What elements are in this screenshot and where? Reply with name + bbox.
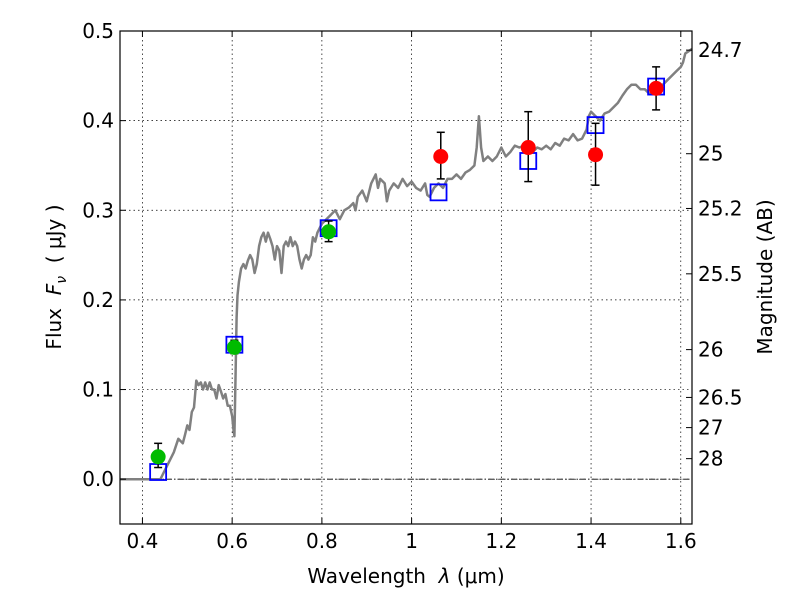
x-tick-label: 1.2 bbox=[485, 529, 517, 553]
y-tick-label: 0.0 bbox=[82, 467, 114, 491]
y2-tick-label: 25.2 bbox=[698, 196, 743, 220]
y2-axis-label: Magnitude (AB) bbox=[753, 199, 777, 354]
series-layer bbox=[120, 47, 693, 481]
ticks-layer bbox=[120, 30, 692, 524]
y2-tick-label: 25 bbox=[698, 142, 723, 166]
x-tick-label: 1.6 bbox=[665, 529, 697, 553]
red-data-point bbox=[648, 80, 664, 96]
y2-tick-label: 25.5 bbox=[698, 262, 743, 286]
x-tick-label: 0.4 bbox=[127, 529, 159, 553]
green-data-point bbox=[150, 449, 166, 465]
x-tick-label: 1.4 bbox=[575, 529, 607, 553]
red-data-point bbox=[588, 147, 604, 163]
y-tick-label: 0.1 bbox=[82, 378, 114, 402]
plot-frame bbox=[119, 30, 693, 525]
y-tick-label: 0.2 bbox=[82, 288, 114, 312]
y-axis-label: Flux Fν ( μJy ) bbox=[42, 204, 70, 349]
green-data-point bbox=[226, 339, 242, 355]
green-data-point bbox=[321, 224, 337, 240]
tick-labels-layer: 0.4 0.6 0.8 1 1.2 1.4 1.6 0.0 0.1 0.2 0.3 0.4 0.5 24.… bbox=[82, 19, 742, 553]
x-tick-label: 0.6 bbox=[216, 529, 248, 553]
y-tick-label: 0.5 bbox=[82, 19, 114, 43]
y2-tick-label: 26.5 bbox=[698, 385, 743, 409]
y2-tick-label: 28 bbox=[698, 447, 723, 471]
x-tick-label: 0.8 bbox=[306, 529, 338, 553]
x-tick-label: 1 bbox=[405, 529, 418, 553]
y-tick-label: 0.4 bbox=[82, 109, 114, 133]
model-photometry-square bbox=[429, 183, 448, 202]
model-sed-line bbox=[120, 47, 693, 481]
grid-layer bbox=[120, 30, 692, 524]
red-data-point bbox=[520, 140, 536, 156]
y-tick-label: 0.3 bbox=[82, 198, 114, 222]
red-data-point bbox=[433, 148, 449, 164]
y2-tick-label: 26 bbox=[698, 338, 723, 362]
y2-tick-label: 27 bbox=[698, 416, 723, 440]
y2-tick-label: 24.7 bbox=[698, 38, 743, 62]
x-axis-label: Wavelength λ (μm) bbox=[307, 564, 504, 588]
